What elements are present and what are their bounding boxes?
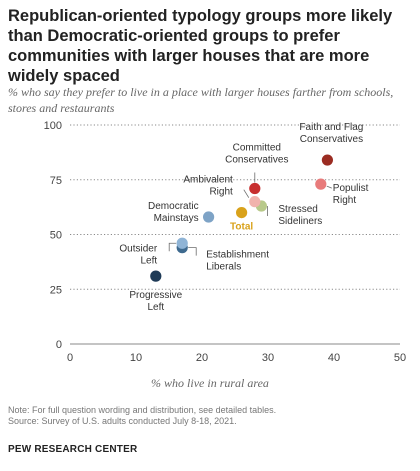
y-tick-label: 25 bbox=[50, 284, 62, 296]
leader-lines bbox=[168, 172, 332, 256]
point-faith-and-flag-conservatives bbox=[321, 154, 333, 166]
point-label-committed-conservatives: Committed Conservatives bbox=[225, 143, 288, 166]
tick-labels: 0 25 50 75 100 0 10 20 30 40 50 bbox=[44, 120, 406, 364]
point-labels: Progressive Left Establishment Liberals Outs… bbox=[119, 122, 368, 313]
leader-line bbox=[326, 185, 332, 189]
y-tick-label: 0 bbox=[56, 339, 62, 351]
point-label-democratic-mainstays: Democratic Mainstays bbox=[148, 201, 199, 224]
x-axis-label: % who live in rural area bbox=[151, 376, 269, 390]
point-democratic-mainstays bbox=[203, 211, 215, 223]
point-label-populist-right: Populist Right bbox=[333, 183, 369, 206]
point-label-ambivalent-right: Ambivalent Right bbox=[183, 175, 233, 198]
point-label-progressive-left: Progressive Left bbox=[129, 290, 182, 313]
point-label-establishment-liberals: Establishment Liberals bbox=[206, 250, 269, 273]
x-tick-label: 0 bbox=[67, 352, 73, 364]
gridlines bbox=[70, 124, 400, 345]
x-tick-label: 10 bbox=[130, 352, 142, 364]
leader-line bbox=[168, 242, 177, 252]
source-note: Source: Survey of U.S. adults conducted … bbox=[8, 416, 237, 426]
point-populist-right bbox=[315, 178, 327, 190]
point-committed-conservatives bbox=[249, 182, 261, 195]
point-label-total: Total bbox=[230, 222, 253, 233]
point-label-outsider-left: Outsider Left bbox=[119, 243, 157, 266]
point-label-faith-and-flag-conservatives: Faith and Flag Conservatives bbox=[299, 122, 363, 145]
x-tick-label: 20 bbox=[196, 352, 208, 364]
x-tick-label: 40 bbox=[328, 352, 340, 364]
footnote: Note: For full question wording and dist… bbox=[8, 405, 277, 415]
data-points bbox=[150, 154, 333, 282]
y-tick-label: 100 bbox=[44, 120, 62, 132]
leader-line bbox=[188, 247, 197, 256]
chart-subtitle: % who say they prefer to live in a place… bbox=[8, 85, 394, 115]
y-tick-label: 75 bbox=[50, 175, 62, 187]
brand-logo-text: PEW RESEARCH CENTER bbox=[8, 444, 138, 455]
point-ambivalent-right bbox=[249, 196, 261, 208]
y-tick-label: 50 bbox=[50, 230, 62, 242]
leader-line bbox=[243, 189, 250, 198]
point-outsider-left bbox=[176, 237, 188, 249]
x-tick-label: 30 bbox=[262, 352, 274, 364]
point-progressive-left bbox=[150, 270, 162, 282]
x-tick-label: 50 bbox=[394, 352, 406, 364]
chart-title: Republican-oriented typology groups more… bbox=[8, 7, 393, 85]
scatter-chart: 0 25 50 75 100 0 10 20 30 40 50 Progressive Left Est… bbox=[44, 120, 406, 364]
point-total bbox=[236, 207, 248, 219]
point-label-stressed-sideliners: Stressed Sideliners bbox=[278, 204, 322, 227]
